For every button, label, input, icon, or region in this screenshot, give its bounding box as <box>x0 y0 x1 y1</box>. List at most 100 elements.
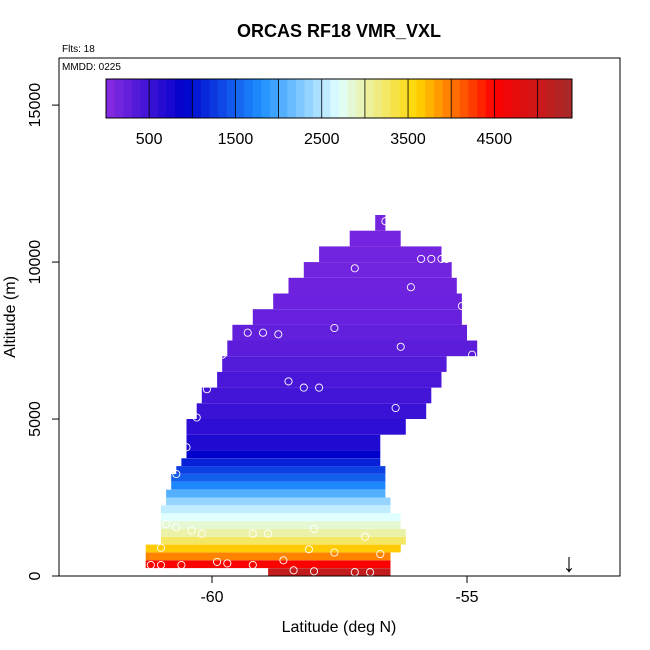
heatmap-cell <box>227 340 478 357</box>
heatmap-cell <box>161 536 406 545</box>
observation-point <box>350 264 359 273</box>
colorbar-segment <box>520 79 530 118</box>
observation-point <box>177 560 186 570</box>
colorbar-segment <box>304 79 314 118</box>
heatmap-cell <box>176 466 386 474</box>
colorbar-segment <box>123 79 133 118</box>
heatmap-cell <box>171 474 386 482</box>
observation-point <box>498 349 507 358</box>
colorbar-tick-label: 1500 <box>218 131 254 148</box>
colorbar-segment <box>157 79 167 118</box>
colorbar-segment <box>537 79 547 118</box>
colorbar-segment <box>373 79 383 118</box>
observation-point <box>182 443 191 452</box>
colorbar-segment <box>252 79 262 118</box>
observation-point <box>202 385 211 394</box>
y-tick-label: 15000 <box>27 83 44 128</box>
observation-point <box>192 413 201 422</box>
heatmap-cell <box>217 371 442 388</box>
observation-point <box>417 254 426 263</box>
colorbar-segment <box>278 79 288 118</box>
heatmap-cell <box>186 450 381 459</box>
colorbar-segment <box>209 79 219 118</box>
colorbar-segment <box>433 79 443 118</box>
observation-point <box>360 532 370 541</box>
colorbar-segment <box>364 79 374 118</box>
observation-point <box>248 560 257 570</box>
colorbar-segment <box>175 79 185 118</box>
y-tick-label: 0 <box>27 571 44 580</box>
colorbar-segment <box>330 79 340 118</box>
observation-point <box>187 526 196 535</box>
observation-point <box>309 524 319 533</box>
end-marker-arrow: ↓ <box>563 547 576 577</box>
colorbar-segment <box>261 79 271 118</box>
plot-frame <box>58 57 621 577</box>
observation-point <box>156 560 166 570</box>
observation-point <box>248 529 257 538</box>
x-tick-label: -60 <box>200 589 223 606</box>
heatmap-cell <box>232 324 467 341</box>
heatmap-cell <box>181 458 381 467</box>
colorbar-segment <box>226 79 236 118</box>
colorbar-segment <box>183 79 193 118</box>
heatmap-cell <box>349 230 401 247</box>
observation-point <box>406 283 415 292</box>
observation-points <box>146 217 507 577</box>
observation-point <box>386 465 395 474</box>
observation-point <box>315 383 324 392</box>
observation-point <box>483 349 492 358</box>
heatmap-cell <box>166 489 386 498</box>
heatmap-cell <box>186 434 381 451</box>
colorbar-segment <box>416 79 426 118</box>
colorbar-segment <box>546 79 556 118</box>
colorbar-segment <box>528 79 538 118</box>
colorbar-segment <box>295 79 305 118</box>
x-axis-label: Latitude (deg N) <box>282 619 397 636</box>
colorbar-segment <box>106 79 116 118</box>
heatmap-cell <box>161 521 401 529</box>
observation-point <box>442 254 451 263</box>
observation-point <box>213 557 222 566</box>
colorbar-segment <box>149 79 159 118</box>
colorbar-segment <box>235 79 245 118</box>
heatmap-cell <box>145 552 391 561</box>
heatmap-cell <box>252 309 462 325</box>
heatmap-cell <box>145 544 401 553</box>
colorbar-segment <box>399 79 409 118</box>
chart-title: ORCAS RF18 VMR_VXL <box>237 21 441 41</box>
observation-point <box>172 469 181 479</box>
colorbar-segment <box>313 79 323 118</box>
y-axis-label: Altitude (m) <box>2 276 19 358</box>
colorbar-segment <box>425 79 435 118</box>
y-axis: 0 5000 10000 15000 <box>27 83 59 580</box>
observation-point <box>437 254 446 263</box>
observation-point <box>299 383 308 392</box>
colorbar-segment <box>356 79 366 118</box>
observation-point <box>218 350 227 359</box>
observation-point <box>330 548 339 557</box>
colorbar-segment <box>244 79 254 118</box>
colorbar-segment <box>166 79 176 118</box>
observation-point <box>330 323 339 333</box>
colorbar-segment <box>114 79 124 118</box>
colorbar-segment <box>451 79 461 118</box>
colorbar-segment <box>382 79 392 118</box>
colorbar-segment <box>347 79 357 118</box>
colorbar-segment <box>140 79 150 118</box>
colorbar-segment <box>390 79 400 118</box>
y-tick-label: 5000 <box>27 401 44 437</box>
observation-point <box>156 543 166 552</box>
colorbar-tick-label: 3500 <box>390 131 426 148</box>
colorbar: 500 1500 2500 3500 4500 <box>105 78 573 148</box>
colorbar-tick-label: 2500 <box>304 131 340 148</box>
heatmap-cell <box>161 513 401 521</box>
heatmap-cell <box>161 505 391 514</box>
colorbar-segment <box>200 79 210 118</box>
observation-point <box>309 567 319 576</box>
heatmap-cell <box>319 246 442 263</box>
colorbar-segment <box>485 79 495 118</box>
colorbar-segment <box>287 79 297 118</box>
heatmap-cell <box>196 403 427 419</box>
heatmap-layer <box>145 215 478 576</box>
